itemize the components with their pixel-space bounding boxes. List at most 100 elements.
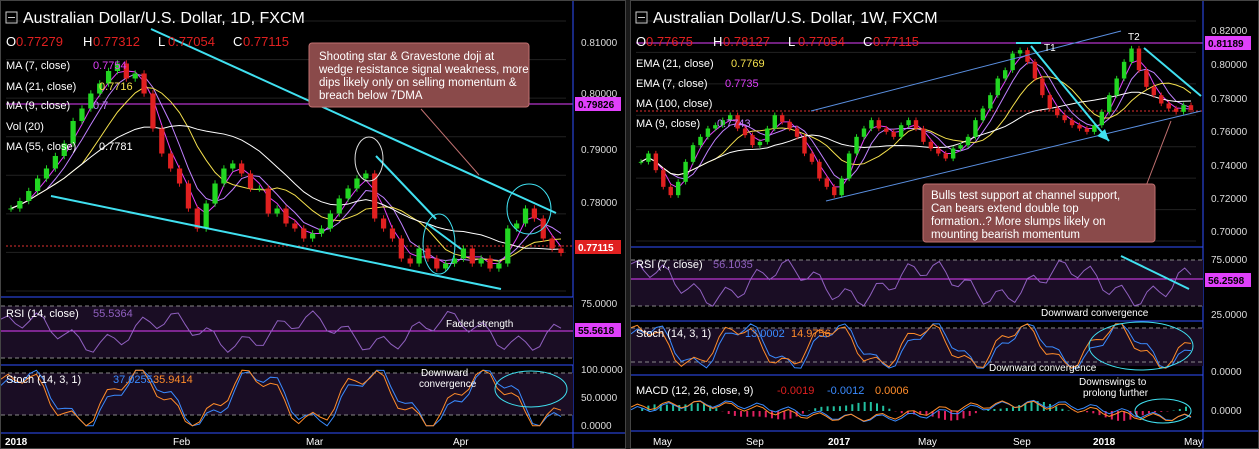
- right-rsi-axis-tick: 75.0000: [1211, 255, 1248, 266]
- right-channel-upper-line: [810, 30, 1122, 112]
- candle: [52, 156, 58, 169]
- candle: [221, 168, 227, 184]
- left-down-arrow-line-2: [425, 222, 462, 250]
- left-annotation-box: [308, 42, 530, 108]
- left-time-tick: 2018: [5, 437, 28, 448]
- right-macd-label: MACD (12, 26, close, 9): [636, 385, 753, 397]
- candle: [292, 223, 298, 229]
- candle: [469, 248, 475, 264]
- svg-text:O: O: [6, 34, 16, 49]
- candle: [247, 173, 254, 189]
- left-chart-panel[interactable]: 0.81000 0.80000 0.79000 0.78000 0.79826 …: [0, 0, 626, 449]
- right-resistance-tag-text: 0.81189: [1208, 39, 1244, 50]
- left-wedge-lower-line: [50, 195, 502, 290]
- right-price-tick: 0.80000: [1211, 60, 1248, 71]
- left-collapse-icon[interactable]: [5, 11, 18, 24]
- candle: [780, 115, 785, 122]
- candle: [1077, 125, 1082, 129]
- candle: [407, 258, 413, 264]
- svg-text:0.77115: 0.77115: [243, 34, 289, 49]
- candle: [416, 248, 422, 264]
- left-callout-pointer: [420, 108, 480, 176]
- candle: [876, 120, 882, 129]
- right-candles: [638, 45, 1194, 198]
- candle: [185, 183, 192, 209]
- candle: [869, 120, 874, 129]
- candle: [973, 120, 978, 137]
- candle: [913, 120, 919, 129]
- svg-text:0.78127: 0.78127: [723, 34, 770, 49]
- right-rsi-line: [631, 258, 1192, 307]
- right-chart-panel[interactable]: T1 T2 0.82000 0.80000 0.78000 0.76000 0.…: [630, 0, 1259, 449]
- candle: [928, 141, 934, 149]
- right-t2-arrow: [1143, 47, 1202, 97]
- candle: [1173, 108, 1179, 112]
- left-rsi-line: [1, 310, 562, 353]
- svg-text:L: L: [788, 34, 795, 49]
- svg-text:0.7743: 0.7743: [717, 118, 751, 130]
- candle: [646, 153, 651, 162]
- candle: [496, 263, 502, 269]
- left-rsi-axis-tick: 75.0000: [581, 299, 618, 310]
- candle: [380, 218, 387, 229]
- svg-text:H: H: [83, 34, 92, 49]
- left-circle-2: [422, 213, 456, 275]
- candle: [1092, 125, 1097, 132]
- candle: [239, 163, 245, 174]
- candle: [705, 128, 711, 137]
- left-ohlc-readout: O 0.77279 H 0.77312 L 0.77054 C 0.77115: [6, 34, 289, 49]
- left-stoch-d-value: 35.9414: [153, 374, 193, 386]
- svg-text:0.7754: 0.7754: [93, 60, 127, 72]
- left-rsi-note: Faded strength: [446, 319, 513, 330]
- candle: [683, 161, 688, 182]
- candle: [668, 186, 673, 196]
- candle: [1144, 70, 1149, 87]
- right-chart-title: Australian Dollar/U.S. Dollar, 1W, FXCM: [653, 10, 938, 27]
- left-resistance-tag-text: 0.79826: [578, 100, 615, 111]
- right-stoch-d-line: [631, 323, 1192, 369]
- candle: [802, 136, 807, 154]
- candle: [451, 258, 458, 264]
- candle: [980, 108, 986, 121]
- candle: [61, 143, 67, 156]
- right-collapse-icon[interactable]: [635, 11, 648, 24]
- candle: [809, 153, 815, 162]
- right-callout-pointer: [1145, 120, 1172, 187]
- candle: [194, 208, 200, 229]
- candle: [345, 188, 351, 199]
- candle: [1099, 111, 1105, 126]
- left-annotation-text: Shooting star & Gravestone doji at wedge…: [318, 51, 532, 102]
- candle: [43, 168, 50, 179]
- right-price-tick: 0.70000: [1211, 227, 1248, 238]
- candle: [309, 233, 316, 239]
- svg-text:0.77054: 0.77054: [168, 34, 215, 49]
- candle: [735, 115, 740, 129]
- candle: [212, 183, 218, 204]
- candle: [854, 136, 859, 154]
- candle: [884, 128, 889, 132]
- candle: [363, 173, 369, 179]
- candle: [1114, 78, 1119, 96]
- left-chart-canvas[interactable]: 0.81000 0.80000 0.79000 0.78000 0.79826 …: [1, 1, 625, 448]
- svg-text:EMA (21, close): EMA (21, close): [636, 58, 714, 70]
- candle: [1040, 78, 1045, 96]
- left-stoch-axis-tick: 100.0000: [581, 365, 623, 376]
- svg-text:0.77054: 0.77054: [798, 34, 845, 49]
- candle: [839, 178, 844, 196]
- svg-text:MA (9, close): MA (9, close): [6, 100, 70, 112]
- svg-text:MA (55, close): MA (55, close): [6, 141, 76, 153]
- candle: [425, 248, 431, 259]
- candle: [265, 188, 271, 214]
- candle: [176, 168, 183, 184]
- right-chart-canvas[interactable]: T1 T2 0.82000 0.80000 0.78000 0.76000 0.…: [631, 1, 1258, 448]
- candle: [114, 63, 121, 71]
- svg-text:Vol (20): Vol (20): [6, 121, 44, 133]
- candle: [318, 228, 325, 234]
- candle: [123, 63, 129, 79]
- candle: [1188, 105, 1194, 110]
- left-rsi-tag-text: 55.5618: [578, 326, 615, 337]
- candle: [8, 208, 14, 210]
- candle: [1121, 61, 1127, 79]
- candle: [824, 178, 830, 187]
- candle: [1062, 115, 1067, 121]
